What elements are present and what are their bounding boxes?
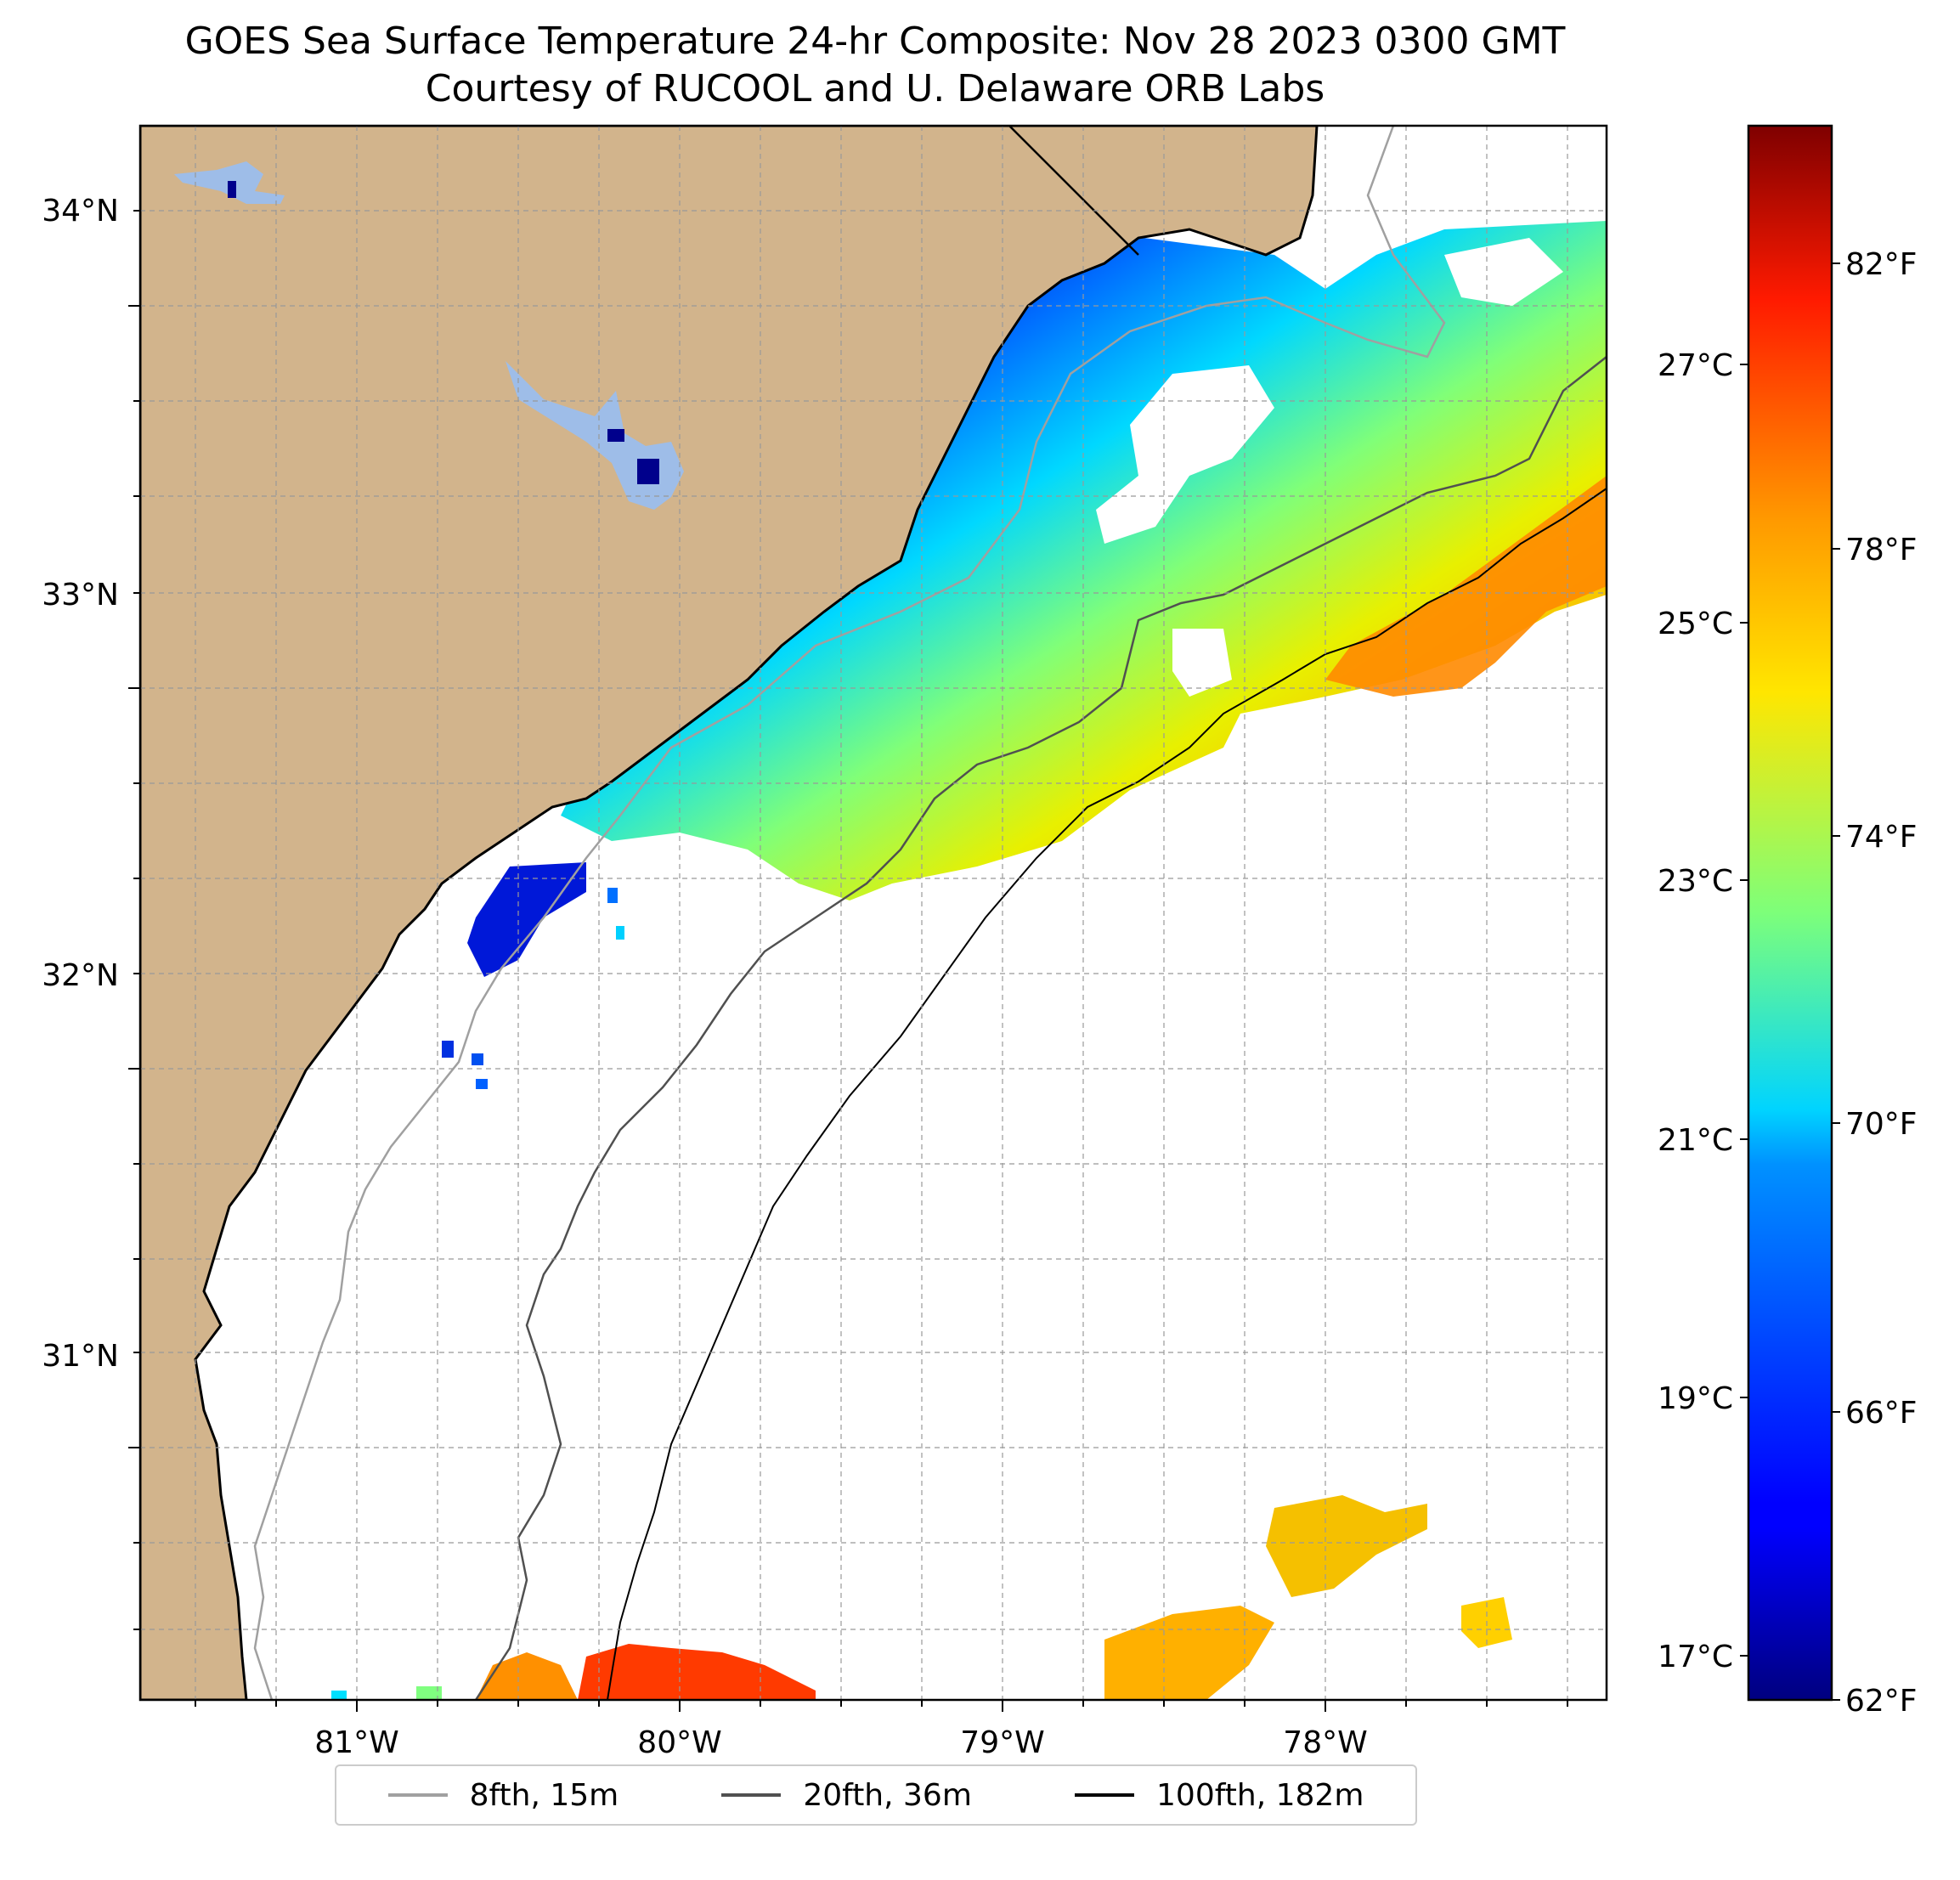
land-mass xyxy=(140,126,1319,1700)
lon-label: 81°W xyxy=(314,1725,398,1760)
legend-swatch xyxy=(387,1793,448,1797)
lon-label: 79°W xyxy=(960,1725,1044,1760)
legend-item-20fth: 20fth, 36m xyxy=(721,1778,972,1813)
sst-pixel xyxy=(416,1686,442,1700)
y-axis-ticks xyxy=(128,210,140,1630)
legend-label: 20fth, 36m xyxy=(803,1777,972,1813)
colorbar-f-label: 82°F xyxy=(1845,247,1918,282)
map-subtitle: Courtesy of RUCOOL and U. Delaware ORB L… xyxy=(425,67,1325,110)
colorbar-c-label: 17°C xyxy=(1658,1640,1733,1674)
state-border xyxy=(1008,126,1139,256)
legend-item-8fth: 8fth, 15m xyxy=(387,1777,619,1813)
sst-scattered-blue xyxy=(467,862,586,977)
colorbar-f-label: 62°F xyxy=(1845,1684,1918,1719)
lat-label: 33°N xyxy=(42,578,119,613)
map-frame xyxy=(138,124,1608,1702)
colorbar-f-ticks xyxy=(1832,263,1840,1701)
legend-label: 100fth, 182m xyxy=(1156,1777,1364,1813)
colorbar xyxy=(1747,124,1833,1702)
lake-sst-pixel xyxy=(607,429,624,442)
sst-pixel xyxy=(472,1053,483,1065)
contour-legend: 8fth, 15m 20fth, 36m 100fth, 182m xyxy=(335,1764,1417,1826)
lat-label: 31°N xyxy=(42,1339,119,1374)
colorbar-f-label: 66°F xyxy=(1845,1396,1918,1431)
colorbar-c-ticks xyxy=(1740,364,1748,1657)
sst-pixel xyxy=(616,926,624,940)
sst-gulfstream-patch-1 xyxy=(1266,1495,1427,1597)
cloud-gap-2 xyxy=(1444,238,1563,306)
lon-label: 80°W xyxy=(637,1725,721,1760)
sst-pixel xyxy=(442,1041,454,1058)
x-axis-ticks xyxy=(195,1700,1568,1712)
sst-south-warm xyxy=(578,1644,816,1700)
colorbar-c-label: 27°C xyxy=(1658,348,1733,383)
lat-label: 32°N xyxy=(42,958,119,993)
lat-label: 34°N xyxy=(42,194,119,229)
contour-100fth xyxy=(607,488,1607,1700)
colorbar-f-label: 78°F xyxy=(1845,533,1918,567)
legend-swatch xyxy=(1075,1793,1135,1797)
sst-south-orange xyxy=(476,1652,578,1700)
legend-item-100fth: 100fth, 182m xyxy=(1075,1778,1364,1813)
lon-label: 78°W xyxy=(1283,1725,1367,1760)
colorbar-c-label: 21°C xyxy=(1658,1123,1733,1158)
cloud-gap-1 xyxy=(1096,365,1274,544)
lake-sst-pixel xyxy=(228,181,236,198)
sst-pixel xyxy=(331,1691,347,1700)
sst-pixel xyxy=(607,888,618,903)
legend-swatch xyxy=(721,1793,782,1797)
legend-label: 8fth, 15m xyxy=(469,1777,619,1813)
sst-pixel xyxy=(476,1079,488,1089)
map-area xyxy=(140,126,1607,1700)
sst-gulfstream-patch-2 xyxy=(1104,1606,1274,1700)
colorbar-c-label: 25°C xyxy=(1658,607,1733,641)
map-title: GOES Sea Surface Temperature 24-hr Compo… xyxy=(184,20,1566,63)
cloud-gap-3 xyxy=(1172,629,1232,697)
lake-sst-pixel xyxy=(637,459,659,484)
gridlines xyxy=(140,126,1607,1700)
colorbar-f-label: 74°F xyxy=(1845,820,1918,855)
sst-offshore-warm xyxy=(1325,476,1607,697)
colorbar-c-label: 23°C xyxy=(1658,864,1733,899)
contour-20fth xyxy=(474,356,1607,1700)
colorbar-c-label: 19°C xyxy=(1658,1381,1733,1416)
colorbar-f-label: 70°F xyxy=(1845,1107,1918,1142)
